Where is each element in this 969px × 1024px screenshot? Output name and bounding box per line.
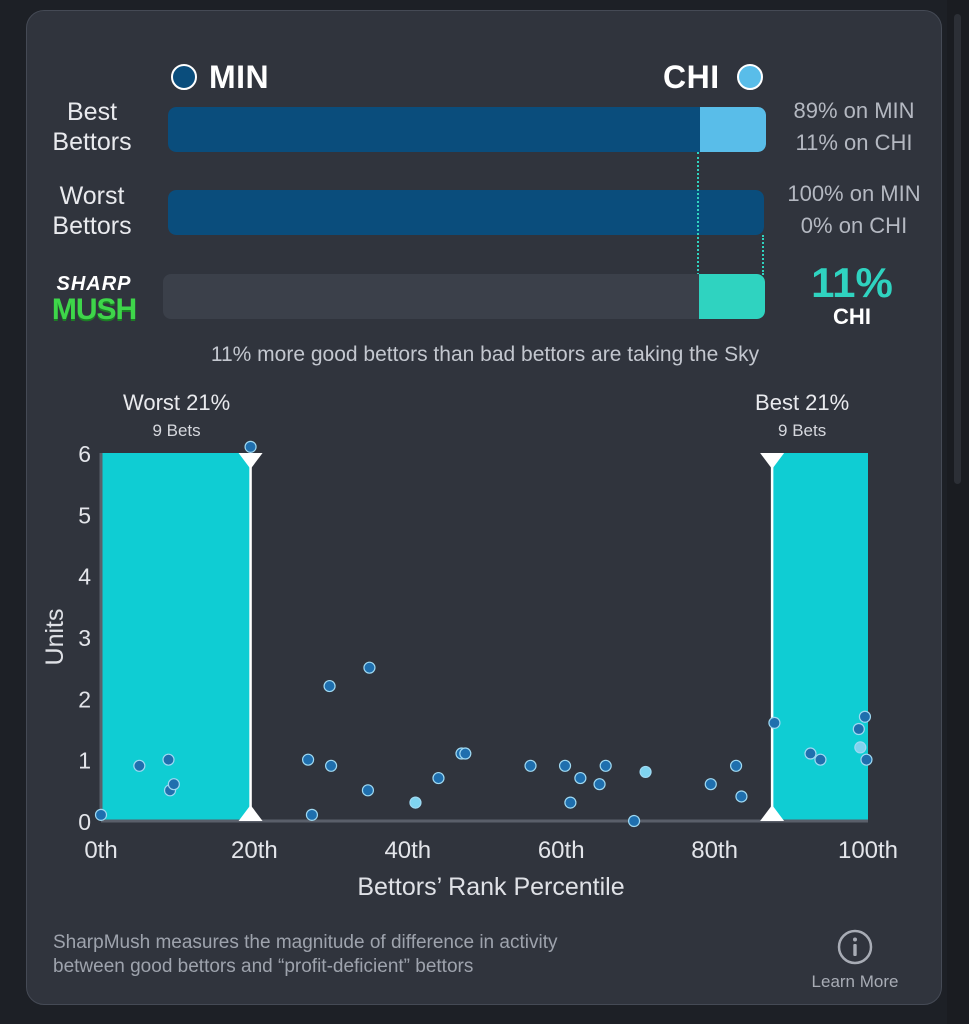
worst-bettors-label: Worst Bettors — [27, 181, 157, 241]
min-team-label: MIN — [209, 59, 270, 95]
data-point — [599, 759, 612, 772]
best-bettors-label: Best Bettors — [27, 97, 157, 157]
data-point — [305, 808, 319, 821]
x-tick-label: 80th — [691, 837, 738, 864]
sharpmush-diff-segment — [698, 274, 765, 319]
data-point — [432, 771, 445, 785]
best-zone-bottom-handle-icon — [760, 805, 785, 821]
best-bettors-min-pct: 89% on MIN — [793, 98, 915, 123]
best-bettors-label-line2: Bettors — [52, 128, 132, 156]
data-point — [858, 710, 872, 723]
data-point — [409, 796, 422, 809]
summary-text: 11% more good bettors than bad bettors a… — [210, 343, 760, 366]
data-point — [704, 778, 717, 791]
worst-split-guide — [762, 235, 764, 275]
worst-bettors-min-pct: 100% on MIN — [787, 181, 921, 206]
info-circle-icon — [837, 929, 873, 965]
x-tick-label: 60th — [538, 837, 585, 864]
data-point — [162, 753, 175, 766]
data-point — [768, 716, 781, 729]
worst-bettors-label-line2: Bettors — [52, 212, 132, 240]
best-bettors-chi-segment — [700, 107, 766, 152]
learn-more-label: Learn More — [811, 972, 899, 991]
data-point — [524, 759, 537, 772]
data-point — [363, 661, 376, 674]
footer-line2: between good bettors and “profit-deficie… — [53, 956, 474, 977]
y-tick-label: 0 — [78, 809, 91, 835]
sharpmush-pct: 11% — [811, 259, 893, 306]
best-bettors-split-text: 89% on MIN 11% on CHI — [765, 95, 943, 159]
worst-zone-title: Worst 21% — [123, 390, 230, 415]
data-point — [729, 759, 743, 772]
data-point — [301, 753, 315, 766]
scrollbar-thumb[interactable] — [954, 14, 961, 484]
best-zone-subtitle: 9 Bets — [778, 421, 826, 440]
worst-bettors-split-text: 100% on MIN 0% on CHI — [765, 178, 943, 242]
data-point — [804, 747, 817, 760]
worst-zone-band — [101, 453, 251, 821]
data-point — [860, 753, 873, 766]
y-tick-label: 6 — [78, 441, 91, 467]
worst-bettors-label-line1: Worst — [59, 182, 125, 210]
data-point — [361, 784, 375, 797]
y-tick-label: 1 — [78, 748, 91, 774]
sharpmush-logo-sharp: SHARP — [56, 273, 132, 295]
data-point — [639, 765, 652, 779]
worst-zone-subtitle: 9 Bets — [152, 421, 200, 440]
chi-team-label: CHI — [663, 59, 720, 95]
sharpmush-result: 11% CHI — [787, 261, 917, 329]
page-scrollbar[interactable] — [947, 0, 969, 1024]
data-point — [323, 679, 336, 693]
data-point — [814, 753, 827, 766]
worst-zone-top-handle-icon — [238, 453, 263, 469]
data-point — [564, 796, 577, 809]
x-tick-label: 40th — [384, 837, 431, 864]
data-point — [735, 790, 748, 803]
best-bettors-chi-pct: 11% on CHI — [795, 130, 913, 155]
best-split-guide — [697, 152, 699, 275]
data-point — [854, 741, 867, 754]
data-point — [133, 759, 146, 772]
x-axis-title: Bettors’ Rank Percentile — [357, 873, 624, 901]
footer-description: SharpMush measures the magnitude of diff… — [53, 931, 773, 979]
sharpmush-bar — [163, 274, 765, 319]
y-tick-label: 2 — [78, 686, 91, 712]
footer-line1: SharpMush measures the magnitude of diff… — [53, 932, 558, 953]
data-point — [627, 814, 641, 828]
x-tick-label: 100th — [838, 837, 898, 864]
chi-team-dot — [737, 64, 763, 90]
y-tick-label: 5 — [78, 502, 91, 528]
x-tick-label: 20th — [231, 837, 278, 864]
data-point — [459, 747, 472, 760]
worst-bettors-bar — [168, 190, 764, 235]
data-point — [852, 722, 865, 736]
y-axis-title: Units — [41, 609, 69, 666]
sharpmush-logo: SHARP MUSH — [35, 273, 153, 325]
data-point — [574, 771, 587, 785]
best-bettors-label-line1: Best — [66, 98, 118, 126]
worst-bettors-chi-pct: 0% on CHI — [800, 213, 908, 238]
y-tick-label: 3 — [78, 625, 91, 651]
sharpmush-logo-mush: MUSH — [51, 293, 137, 326]
y-tick-label: 4 — [78, 564, 91, 590]
data-point — [593, 778, 606, 791]
data-point — [325, 759, 338, 772]
best-bettors-bar — [168, 107, 766, 152]
data-point — [94, 808, 108, 821]
best-bettors-min-segment — [168, 107, 701, 152]
data-point — [244, 440, 257, 453]
learn-more-button[interactable]: Learn More — [797, 926, 913, 996]
best-zone-top-handle-icon — [760, 453, 785, 469]
data-point — [167, 778, 180, 791]
worst-bettors-min-segment — [168, 190, 764, 235]
worst-zone-bottom-handle-icon — [238, 805, 263, 821]
data-point — [558, 759, 572, 772]
min-team-dot — [171, 64, 197, 90]
best-zone-title: Best 21% — [755, 390, 849, 415]
sharpmush-card: MIN CHI Best Bettors 89% on MIN 11% on C… — [26, 10, 942, 1005]
best-zone-band — [772, 453, 868, 821]
sharpmush-team: CHI — [833, 304, 871, 329]
x-tick-label: 0th — [84, 837, 117, 864]
